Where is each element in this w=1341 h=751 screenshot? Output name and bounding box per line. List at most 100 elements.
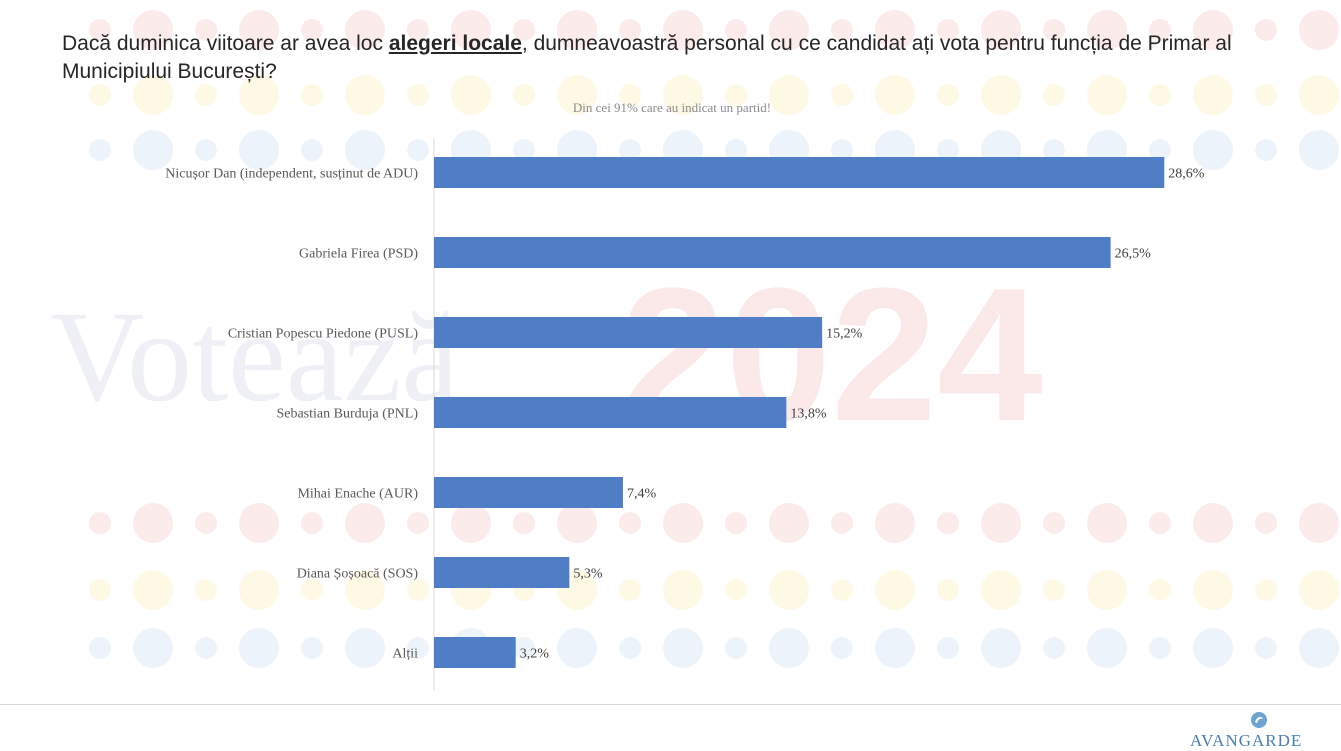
decorative-dot <box>1087 628 1127 668</box>
decorative-dot <box>663 570 703 610</box>
decorative-dot <box>451 503 491 543</box>
decorative-dot <box>301 139 323 161</box>
decorative-dot <box>513 512 535 534</box>
decorative-dot <box>1299 503 1339 543</box>
decorative-dot <box>619 512 641 534</box>
decorative-dot <box>195 579 217 601</box>
decorative-dot <box>301 637 323 659</box>
decorative-dot <box>1087 10 1127 50</box>
logo-text: AVANGARDE <box>1190 731 1303 750</box>
bar <box>434 557 570 588</box>
decorative-dot <box>725 637 747 659</box>
footer-divider <box>0 704 1341 705</box>
decorative-dot <box>769 75 809 115</box>
decorative-dot <box>663 10 703 50</box>
decorative-dot <box>89 19 111 41</box>
data-label: 3,2% <box>520 647 550 662</box>
decorative-dot <box>769 628 809 668</box>
decorative-dot <box>981 570 1021 610</box>
decorative-dot <box>301 19 323 41</box>
decorative-dot <box>831 19 853 41</box>
decorative-dot <box>89 84 111 106</box>
data-label: 28,6% <box>1168 167 1205 182</box>
decorative-dot <box>937 579 959 601</box>
decorative-dot <box>1299 570 1339 610</box>
decorative-dot <box>557 10 597 50</box>
decorative-dot <box>981 628 1021 668</box>
decorative-dot <box>1299 10 1339 50</box>
decorative-dot <box>407 84 429 106</box>
decorative-dot <box>345 628 385 668</box>
decorative-dot <box>1149 19 1171 41</box>
decorative-dot <box>769 570 809 610</box>
decorative-dot <box>937 84 959 106</box>
category-label: Diana Șoșoacă (SOS) <box>297 567 419 582</box>
decorative-dot <box>89 579 111 601</box>
decorative-dot <box>1149 512 1171 534</box>
decorative-dot <box>513 637 535 659</box>
decorative-dot <box>407 19 429 41</box>
decorative-dot <box>195 84 217 106</box>
decorative-dot <box>831 637 853 659</box>
bar <box>434 397 787 428</box>
category-label: Cristian Popescu Piedone (PUSL) <box>228 327 418 342</box>
decorative-dot <box>451 10 491 50</box>
watermark-word: Votează <box>50 285 459 429</box>
decorative-dot <box>239 75 279 115</box>
decorative-dot <box>663 628 703 668</box>
decorative-dot <box>1043 19 1065 41</box>
decorative-dot <box>239 10 279 50</box>
decorative-dot <box>937 139 959 161</box>
decorative-dot <box>345 75 385 115</box>
decorative-dot <box>1087 570 1127 610</box>
bar <box>434 317 823 348</box>
data-label: 7,4% <box>627 487 657 502</box>
title-text-1: Dacă duminica viitoare ar avea loc <box>62 32 389 55</box>
decorative-dot <box>557 503 597 543</box>
decorative-dot <box>513 139 535 161</box>
decorative-dot <box>619 84 641 106</box>
decorative-dot <box>981 503 1021 543</box>
decorative-dot <box>513 19 535 41</box>
category-label: Sebastian Burduja (PNL) <box>276 407 418 422</box>
decorative-dot <box>725 19 747 41</box>
decorative-dot <box>619 637 641 659</box>
decorative-dot <box>301 84 323 106</box>
decorative-dot <box>195 637 217 659</box>
decorative-dot <box>1255 19 1277 41</box>
decorative-dot <box>981 10 1021 50</box>
decorative-dot <box>875 570 915 610</box>
decorative-dot <box>407 512 429 534</box>
decorative-dot <box>937 637 959 659</box>
decorative-dot <box>1299 130 1339 170</box>
decorative-dot <box>239 503 279 543</box>
decorative-dot <box>1193 75 1233 115</box>
decorative-dot <box>133 503 173 543</box>
decorative-dot <box>1193 628 1233 668</box>
decorative-dot <box>345 570 385 610</box>
decorative-dot <box>725 512 747 534</box>
decorative-dot <box>133 75 173 115</box>
decorative-dot <box>1255 512 1277 534</box>
decorative-dot <box>239 130 279 170</box>
decorative-dot <box>875 628 915 668</box>
decorative-dot <box>133 130 173 170</box>
decorative-dot <box>831 139 853 161</box>
decorative-dot <box>345 130 385 170</box>
decorative-dot <box>1087 503 1127 543</box>
bar <box>434 157 1165 188</box>
chart-title: Dacă duminica viitoare ar avea loc alege… <box>62 30 1302 86</box>
decorative-dot <box>1299 628 1339 668</box>
decorative-dot <box>407 139 429 161</box>
decorative-dot <box>1149 579 1171 601</box>
decorative-dot <box>725 579 747 601</box>
decorative-dot <box>619 19 641 41</box>
decorative-dot <box>1193 10 1233 50</box>
decorative-dot <box>1043 579 1065 601</box>
decorative-dot <box>619 139 641 161</box>
decorative-dot <box>89 637 111 659</box>
decorative-dot <box>875 75 915 115</box>
decorative-dot <box>725 139 747 161</box>
avangarde-logo: AVANGARDE <box>1190 705 1341 750</box>
